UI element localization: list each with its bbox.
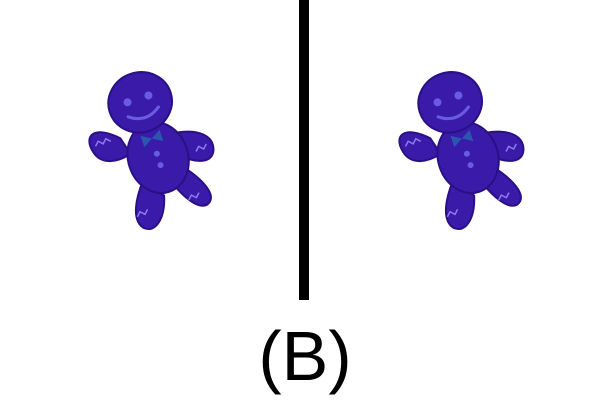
left-panel (0, 0, 302, 300)
caption-label: (B) (258, 317, 352, 395)
right-panel (308, 0, 610, 300)
gingerbread-man-icon (85, 58, 225, 238)
gingerbread-man-icon (395, 58, 535, 238)
center-divider (299, 0, 309, 300)
